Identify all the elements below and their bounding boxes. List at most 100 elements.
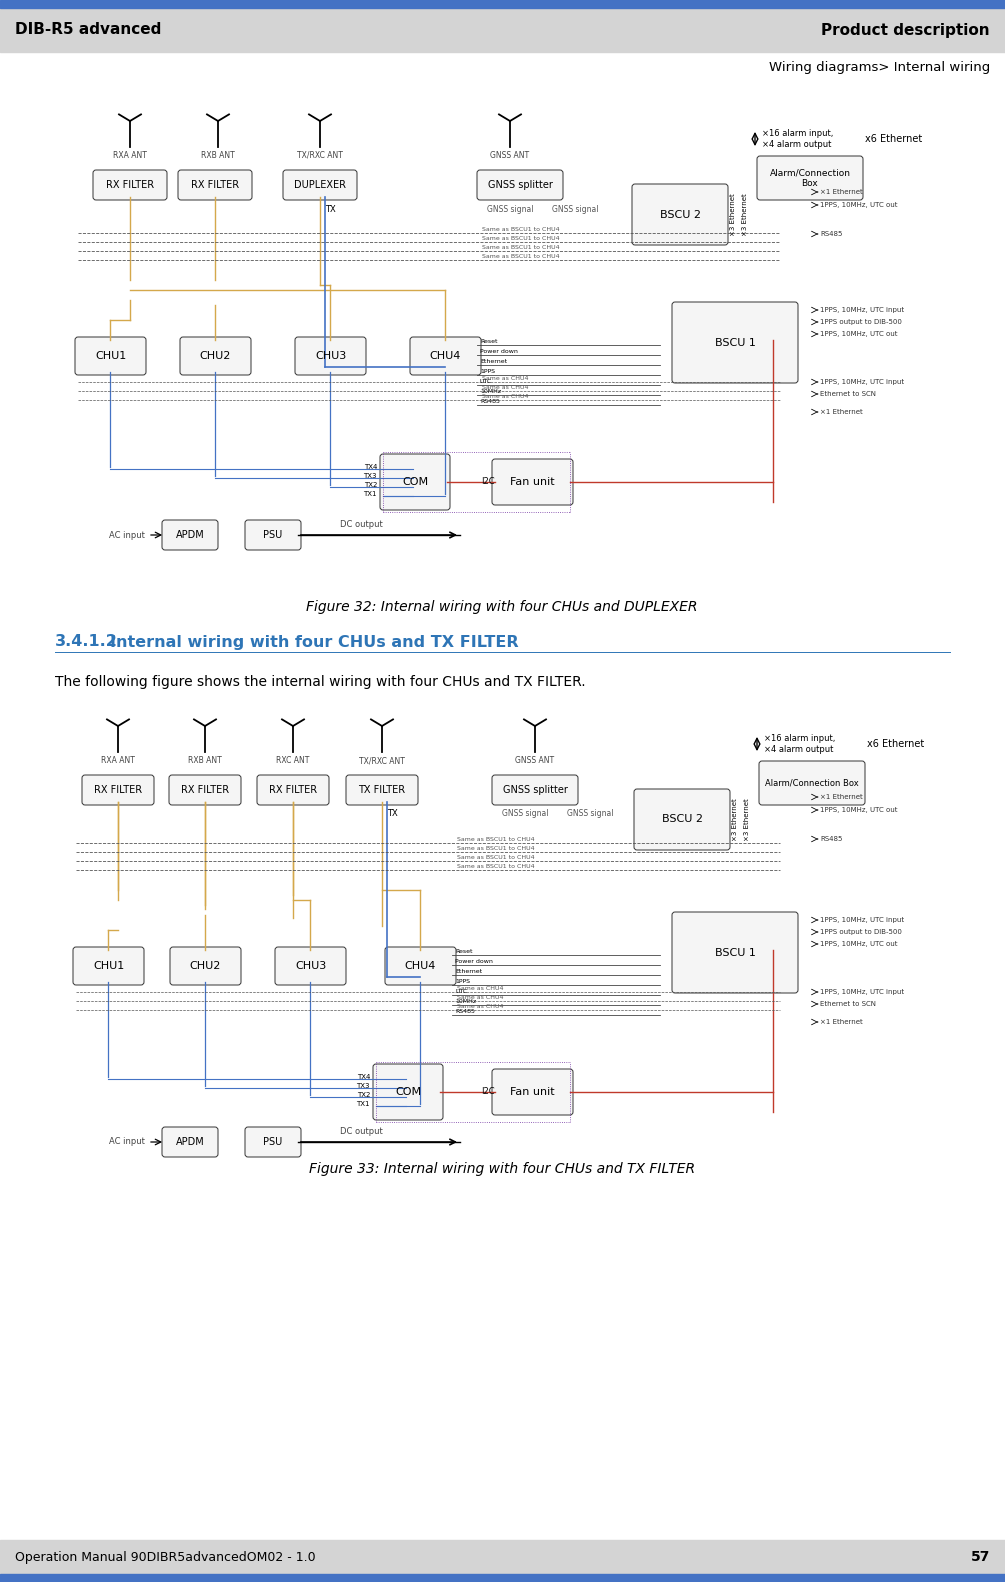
Text: ×3 Ethernet: ×3 Ethernet	[730, 193, 736, 236]
Text: RS485: RS485	[820, 231, 842, 237]
Text: Same as CHU4: Same as CHU4	[482, 384, 529, 391]
Bar	[0, 1539, 1005, 1574]
Text: UTC: UTC	[455, 989, 467, 993]
Text: AC input: AC input	[110, 1137, 145, 1147]
Text: Same as BSCU1 to CHU4: Same as BSCU1 to CHU4	[457, 846, 535, 851]
Text: GNSS splitter: GNSS splitter	[502, 785, 568, 796]
Text: DIB-R5 advanced: DIB-R5 advanced	[15, 22, 162, 38]
FancyBboxPatch shape	[759, 761, 865, 805]
Text: GNSS signal: GNSS signal	[486, 204, 534, 214]
FancyBboxPatch shape	[283, 169, 357, 199]
Text: The following figure shows the internal wiring with four CHUs and TX FILTER.: The following figure shows the internal …	[55, 676, 586, 690]
FancyBboxPatch shape	[178, 169, 252, 199]
Text: Same as CHU4: Same as CHU4	[482, 377, 529, 381]
Text: 1PPS, 10MHz, UTC out: 1PPS, 10MHz, UTC out	[820, 331, 897, 337]
FancyBboxPatch shape	[410, 337, 481, 375]
Text: APDM: APDM	[176, 1137, 204, 1147]
Text: CHU2: CHU2	[200, 351, 231, 361]
Text: GNSS signal: GNSS signal	[567, 810, 613, 818]
Text: I2C: I2C	[481, 476, 495, 486]
Text: APDM: APDM	[176, 530, 204, 539]
Text: GNSS splitter: GNSS splitter	[487, 180, 553, 190]
Text: CHU4: CHU4	[430, 351, 461, 361]
Text: GNSS ANT: GNSS ANT	[516, 756, 555, 766]
Text: 1PPS, 10MHz, UTC out: 1PPS, 10MHz, UTC out	[820, 807, 897, 813]
Text: CHU3: CHU3	[294, 960, 327, 971]
Text: Ethernet: Ethernet	[480, 359, 508, 364]
FancyBboxPatch shape	[169, 775, 241, 805]
Text: 10MHz: 10MHz	[480, 389, 501, 394]
FancyBboxPatch shape	[477, 169, 563, 199]
FancyBboxPatch shape	[295, 337, 366, 375]
Text: RX FILTER: RX FILTER	[191, 180, 239, 190]
Text: ×1 Ethernet: ×1 Ethernet	[820, 1019, 862, 1025]
Text: Internal wiring with four CHUs and TX FILTER: Internal wiring with four CHUs and TX FI…	[110, 634, 519, 650]
Bar	[0, 1574, 1005, 1582]
Text: Same as CHU4: Same as CHU4	[457, 986, 504, 990]
Text: RXB ANT: RXB ANT	[201, 150, 235, 160]
FancyBboxPatch shape	[180, 337, 251, 375]
Text: CHU2: CHU2	[190, 960, 221, 971]
Text: Product description: Product description	[821, 22, 990, 38]
Text: Fan unit: Fan unit	[511, 1087, 555, 1096]
FancyBboxPatch shape	[245, 520, 302, 551]
Text: PSU: PSU	[263, 1137, 282, 1147]
Text: Same as BSCU1 to CHU4: Same as BSCU1 to CHU4	[482, 236, 560, 240]
Text: CHU1: CHU1	[92, 960, 125, 971]
Text: 1PPS, 10MHz, UTC out: 1PPS, 10MHz, UTC out	[820, 202, 897, 207]
FancyBboxPatch shape	[634, 789, 730, 850]
Text: 1PPS: 1PPS	[455, 979, 470, 984]
Text: TX1: TX1	[357, 1101, 370, 1107]
Text: ×1 Ethernet: ×1 Ethernet	[820, 188, 862, 195]
Text: 1PPS, 10MHz, UTC input: 1PPS, 10MHz, UTC input	[820, 380, 904, 384]
Text: TX2: TX2	[364, 483, 377, 487]
Text: ×1 Ethernet: ×1 Ethernet	[820, 794, 862, 800]
Text: CHU1: CHU1	[94, 351, 126, 361]
FancyBboxPatch shape	[492, 775, 578, 805]
FancyBboxPatch shape	[162, 1126, 218, 1156]
Text: 1PPS output to DIB-500: 1PPS output to DIB-500	[820, 320, 901, 324]
Text: 1PPS, 10MHz, UTC input: 1PPS, 10MHz, UTC input	[820, 989, 904, 995]
FancyBboxPatch shape	[492, 459, 573, 505]
Text: ×3 Ethernet: ×3 Ethernet	[742, 193, 748, 236]
FancyBboxPatch shape	[632, 184, 728, 245]
FancyBboxPatch shape	[82, 775, 154, 805]
Text: PSU: PSU	[263, 530, 282, 539]
Text: x6 Ethernet: x6 Ethernet	[865, 134, 923, 144]
FancyBboxPatch shape	[73, 948, 144, 986]
Text: Same as CHU4: Same as CHU4	[457, 995, 504, 1000]
FancyBboxPatch shape	[385, 948, 456, 986]
Text: RXC ANT: RXC ANT	[276, 756, 310, 766]
Text: GNSS ANT: GNSS ANT	[490, 150, 530, 160]
Text: CHU4: CHU4	[405, 960, 436, 971]
Text: 1PPS, 10MHz, UTC input: 1PPS, 10MHz, UTC input	[820, 918, 904, 922]
FancyBboxPatch shape	[346, 775, 418, 805]
Text: RS485: RS485	[820, 835, 842, 842]
Text: BSCU 1: BSCU 1	[715, 948, 756, 957]
Text: Same as BSCU1 to CHU4: Same as BSCU1 to CHU4	[482, 245, 560, 250]
Text: DC output: DC output	[340, 520, 383, 528]
Text: DUPLEXER: DUPLEXER	[294, 180, 346, 190]
Text: Same as BSCU1 to CHU4: Same as BSCU1 to CHU4	[482, 226, 560, 233]
FancyBboxPatch shape	[93, 169, 167, 199]
FancyBboxPatch shape	[75, 337, 146, 375]
Text: TX: TX	[325, 204, 336, 214]
Text: x6 Ethernet: x6 Ethernet	[867, 739, 925, 748]
Text: RXA ANT: RXA ANT	[102, 756, 135, 766]
Text: Alarm/Connection
Box: Alarm/Connection Box	[770, 168, 850, 188]
FancyBboxPatch shape	[492, 1069, 573, 1115]
Text: TX/RXC ANT: TX/RXC ANT	[297, 150, 343, 160]
Text: CHU3: CHU3	[315, 351, 346, 361]
Text: RS485: RS485	[455, 1009, 475, 1014]
Text: RX FILTER: RX FILTER	[93, 785, 142, 796]
Text: Same as BSCU1 to CHU4: Same as BSCU1 to CHU4	[482, 255, 560, 259]
Text: Reset: Reset	[480, 339, 497, 343]
Text: RS485: RS485	[480, 399, 499, 403]
FancyBboxPatch shape	[245, 1126, 302, 1156]
Text: TX1: TX1	[364, 490, 377, 497]
Text: TX/RXC ANT: TX/RXC ANT	[359, 756, 405, 766]
Text: RX FILTER: RX FILTER	[181, 785, 229, 796]
FancyBboxPatch shape	[757, 157, 863, 199]
FancyBboxPatch shape	[170, 948, 241, 986]
Text: COM: COM	[395, 1087, 421, 1096]
